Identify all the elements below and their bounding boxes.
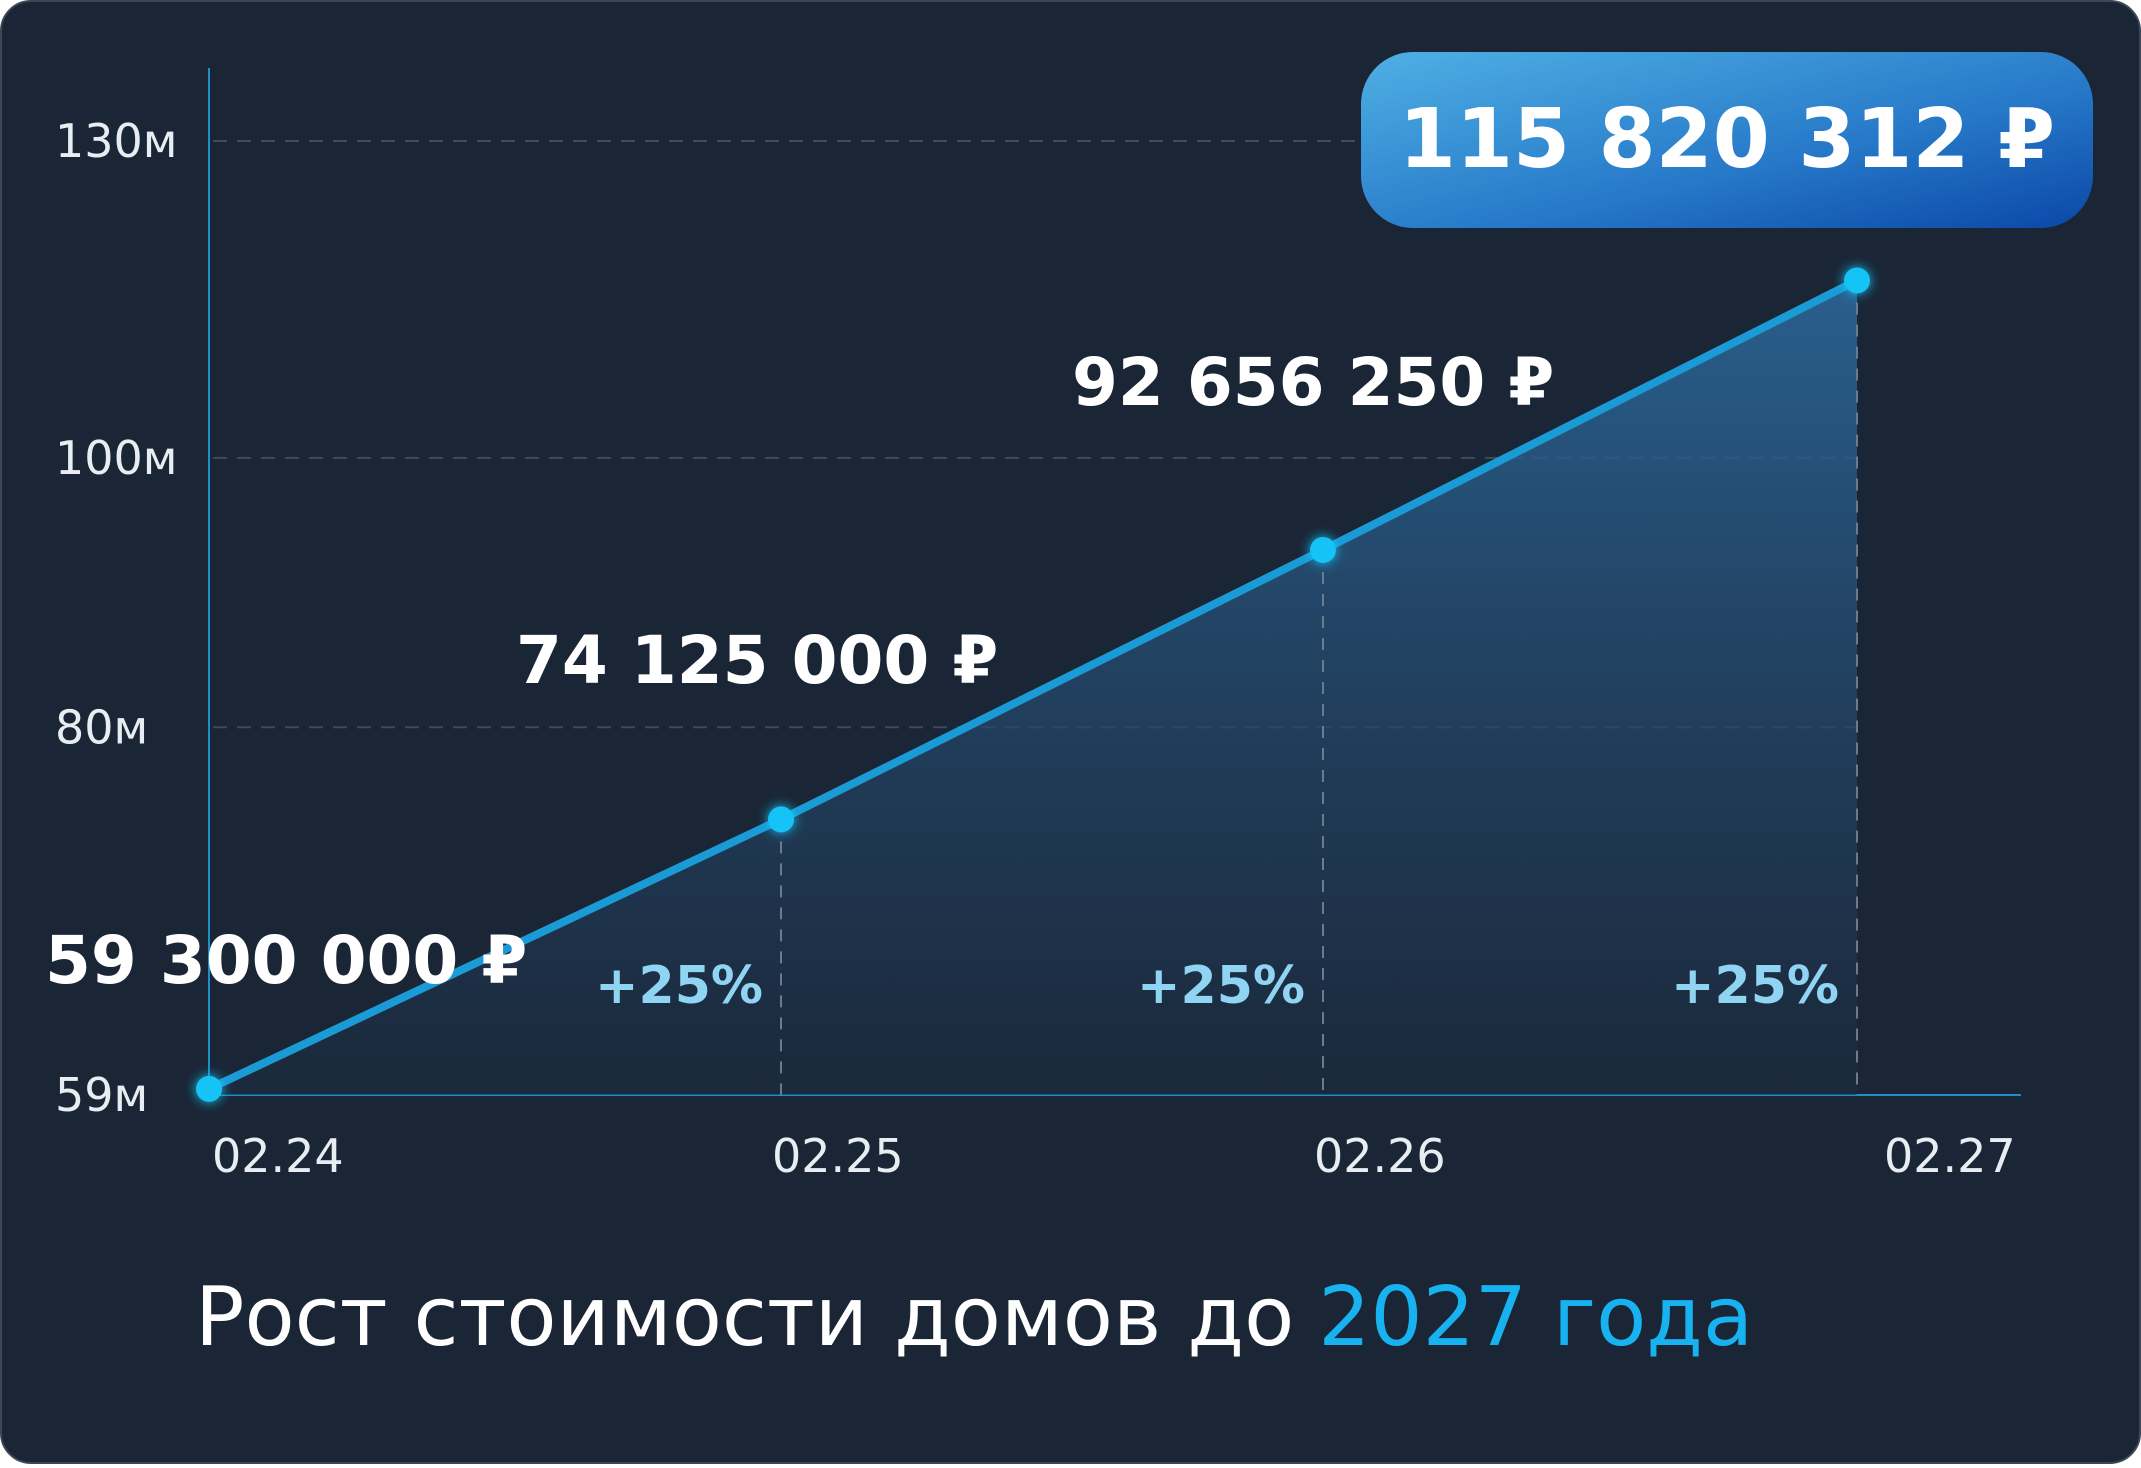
y-tick-label: 59м [55, 1068, 148, 1122]
point [1310, 536, 1336, 563]
growth-label: +25% [595, 956, 763, 1016]
x-tick-label: 02.26 [1314, 1129, 1446, 1183]
x-tick-label: 02.24 [212, 1129, 344, 1183]
chart-title: Рост стоимости домов до 2027 года [195, 1270, 1753, 1365]
value-label: 115 820 312 ₽ [1399, 92, 2055, 187]
value-label: 59 300 000 ₽ [45, 922, 527, 999]
line [205, 276, 1861, 1093]
growth-label: +25% [1137, 956, 1305, 1016]
value-label: 74 125 000 ₽ [516, 622, 998, 699]
point [768, 806, 794, 833]
x-tick-label: 02.27 [1884, 1129, 2016, 1183]
growth-label: +25% [1671, 956, 1839, 1016]
y-tick-label: 80м [55, 700, 148, 754]
area [209, 280, 1857, 1096]
value-label: 92 656 250 ₽ [1072, 344, 1554, 421]
x-tick-label: 02.25 [772, 1129, 904, 1183]
title-highlight: 2027 года [1318, 1270, 1753, 1365]
title-text: Рост стоимости домов до [195, 1270, 1294, 1365]
point [1844, 267, 1870, 294]
value-badge [1361, 52, 2093, 228]
y-tick-label: 130м [55, 114, 178, 168]
y-tick-label: 100м [55, 431, 178, 485]
point [196, 1075, 222, 1102]
